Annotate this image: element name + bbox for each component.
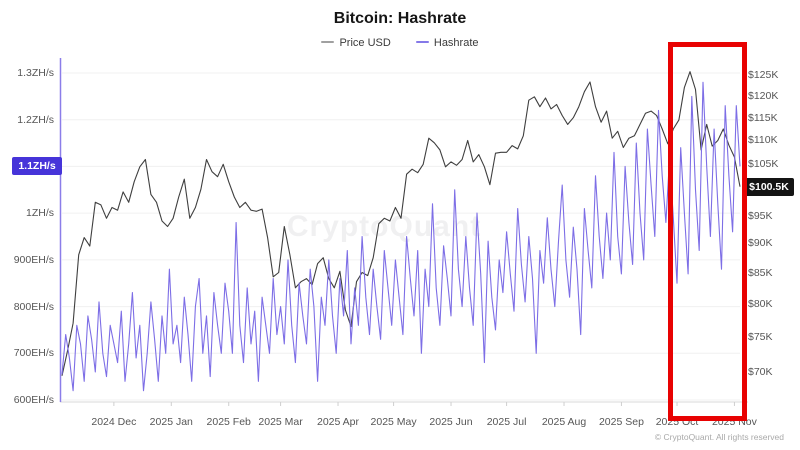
y-right-tick-label: $125K <box>748 69 779 81</box>
legend-label-price-usd: Price USD <box>339 37 391 49</box>
y-right-tick-label: $80K <box>748 297 773 310</box>
hashrate-series-dash-icon <box>415 41 429 44</box>
y-left-tick-label: 800EH/s <box>13 300 54 313</box>
y-right-tick-label: $115K <box>748 111 778 124</box>
legend-label-hashrate: Hashrate <box>433 37 479 49</box>
y-right-tick-label: $95K <box>748 209 773 222</box>
x-axis-month-label: 2025 Jul <box>486 416 527 428</box>
price-series-dash-icon <box>321 41 335 44</box>
x-axis-month-label: 2025 Jan <box>149 416 193 428</box>
y-right-tick-label: $90K <box>748 237 773 250</box>
highlight-box <box>668 42 747 421</box>
copyright-notice: © CryptoQuant. All rights reserved <box>654 432 784 442</box>
hashrate-line <box>61 81 741 392</box>
x-axis-month-label: 2025 Mar <box>258 416 303 428</box>
y-left-tick-label: 700EH/s <box>13 347 54 360</box>
x-axis-month-label: 2025 Sep <box>598 416 644 428</box>
y-right-tick-label: $105K <box>748 158 779 171</box>
y-right-tick-label: $120K <box>748 89 779 102</box>
x-axis-month-label: 2025 May <box>370 416 417 428</box>
y-left-tick-label: 900EH/s <box>13 253 54 266</box>
x-axis-month-label: 2025 Jun <box>429 416 473 428</box>
cryptoquant-watermark: CryptoQuant <box>286 210 482 243</box>
x-axis-month-label: 2025 Feb <box>206 416 251 428</box>
price-usd-line <box>61 71 741 376</box>
y-left-tick-label: 1.3ZH/s <box>17 67 54 79</box>
price-current-value-badge: $100.5K <box>744 177 794 196</box>
x-axis-month-label: 2025 Apr <box>316 416 360 428</box>
legend: Price USD Hashrate <box>0 37 800 49</box>
y-right-tick-label: $70K <box>748 366 773 378</box>
legend-item-hashrate[interactable]: Hashrate <box>415 37 479 49</box>
y-left-tick-label: 1ZH/s <box>25 207 54 220</box>
hashrate-current-value-badge: 1.1ZH/s <box>12 157 62 176</box>
x-axis-month-label: 2025 Aug <box>541 416 587 428</box>
legend-item-price-usd[interactable]: Price USD <box>321 37 391 49</box>
y-left-tick-label: 1.2ZH/s <box>17 113 54 126</box>
y-right-tick-label: $85K <box>748 266 773 279</box>
y-left-tick-label: 600EH/s <box>13 394 54 406</box>
chart-title: Bitcoin: Hashrate <box>333 10 467 27</box>
y-right-tick-label: $75K <box>748 330 773 343</box>
x-axis-month-label: 2024 Dec <box>91 416 137 428</box>
y-right-tick-label: $110K <box>748 134 778 147</box>
